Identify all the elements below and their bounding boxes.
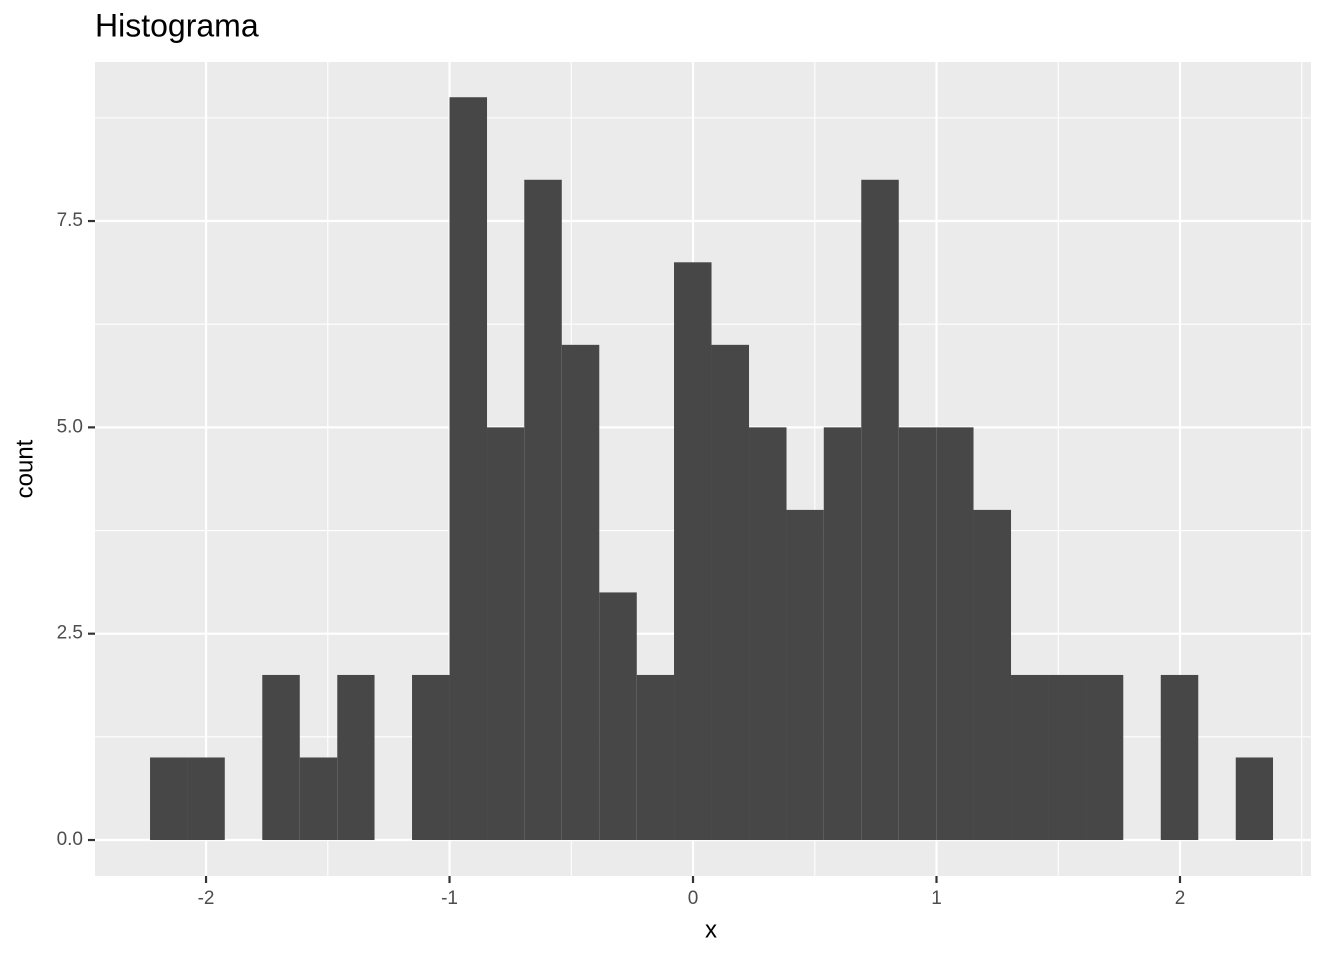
x-axis-label: x [705,916,717,943]
bar [674,262,712,841]
bar [187,757,225,841]
x-tick-label: -2 [198,888,215,909]
bar [898,427,937,841]
x-tick-label: 2 [1175,888,1186,909]
bar [599,592,637,841]
y-tick-label: 5.0 [57,416,83,437]
bar [524,179,562,841]
bar [449,97,488,841]
y-tick-label: 2.5 [57,623,83,644]
bar [1011,674,1049,841]
bar [936,427,974,841]
y-axis-label: count [11,439,38,498]
bar [299,757,338,841]
bar [337,674,375,841]
bar [861,179,899,841]
y-tick-label: 0.0 [57,829,83,850]
bar [1048,674,1087,841]
x-tick-label: 0 [688,888,699,909]
bar [412,674,450,841]
bar [786,509,824,841]
axes: 0.0 2.5 5.0 7.5 -2 -1 0 1 2 [57,210,1186,909]
bar [823,427,862,841]
bar [487,427,525,841]
bar [1235,757,1274,841]
bar [1160,674,1199,841]
x-tick-label: 1 [931,888,942,909]
bars [150,97,1274,841]
bar [636,674,675,841]
y-tick-label: 7.5 [57,210,83,231]
bar [1086,674,1124,841]
chart-title: Histograma [95,7,259,43]
bar [561,344,600,841]
x-tick-label: -1 [441,888,458,909]
bar [262,674,300,841]
bar [711,344,750,841]
bar [150,757,188,841]
bar [973,509,1012,841]
bar [749,427,787,841]
